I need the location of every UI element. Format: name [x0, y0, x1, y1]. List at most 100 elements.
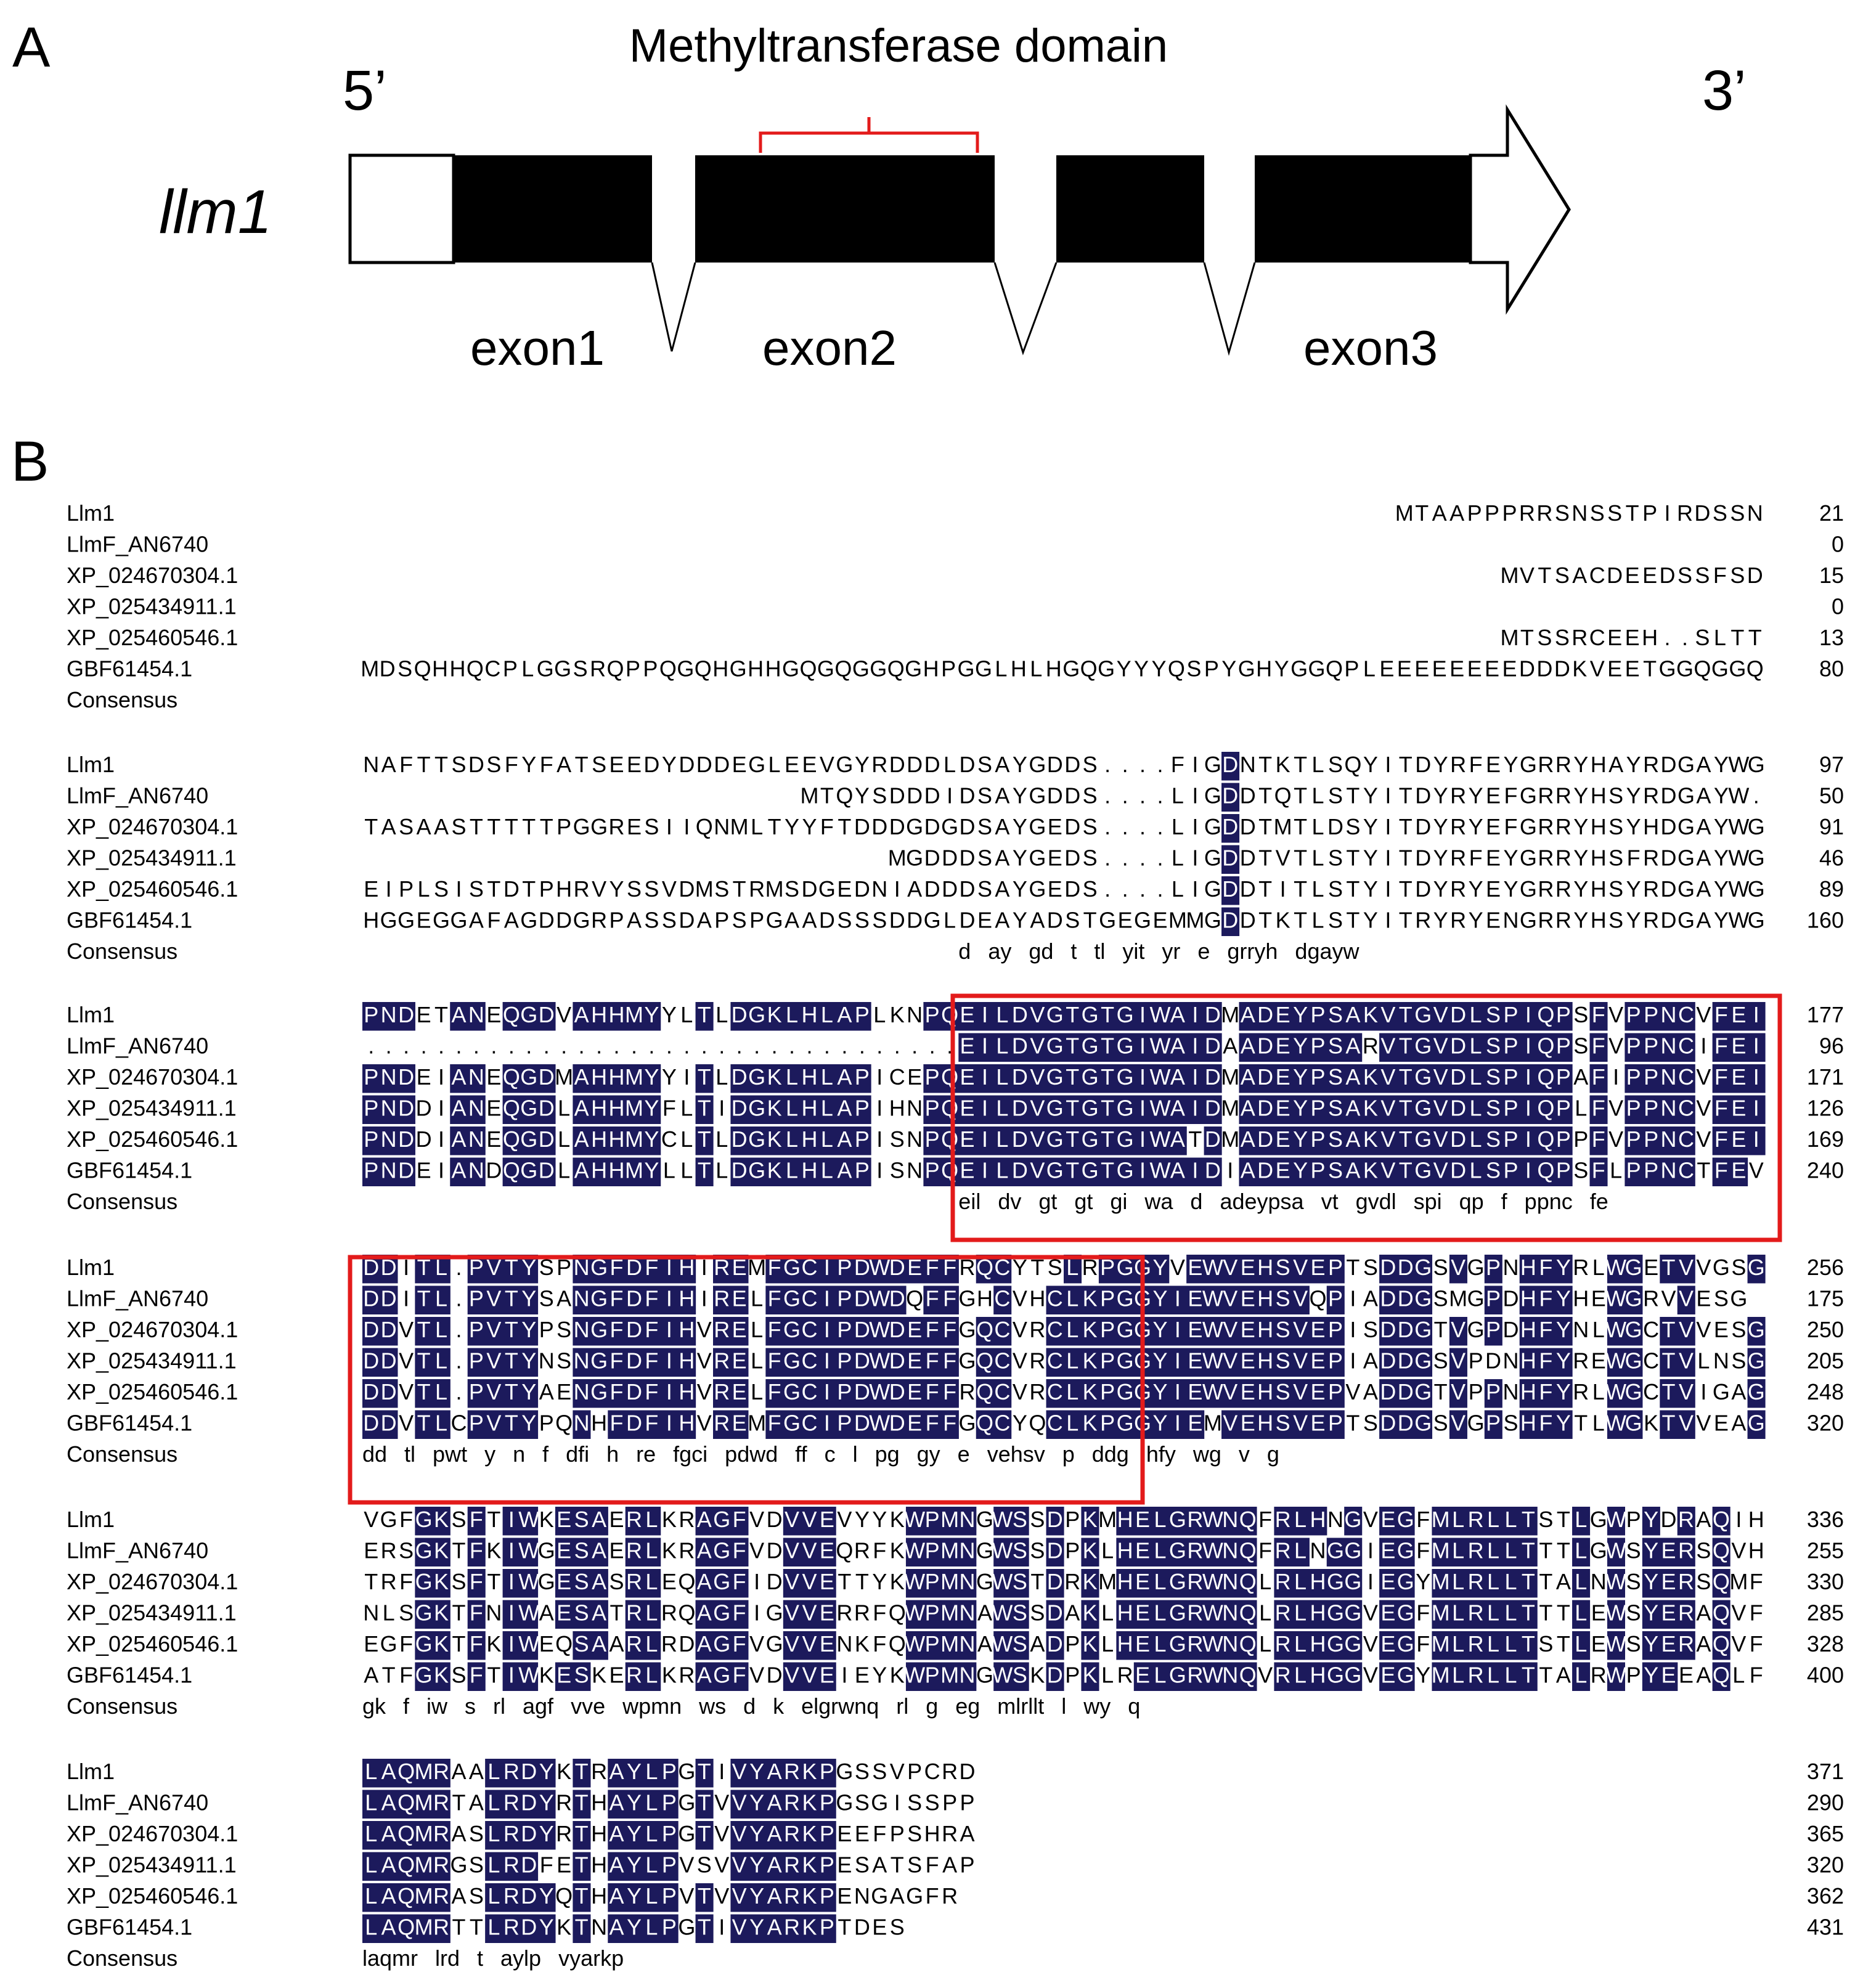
residue-count: 21 — [1819, 500, 1844, 526]
residue-count: 285 — [1807, 1600, 1844, 1626]
sequence-name: LlmF_AN6740 — [67, 1790, 208, 1815]
sequence-name: XP_025460546.1 — [67, 625, 238, 650]
consensus-label: Consensus — [67, 687, 177, 712]
sequence-residues: MT A A P P PRRSNS S T P I RDS SN — [1395, 500, 1763, 526]
exon1-box — [454, 155, 652, 263]
sequence-name: GBF61454.1 — [67, 908, 192, 933]
residue-count: 240 — [1807, 1158, 1844, 1183]
sequence-residues: PNDE I ANEQGDMAHHMY Y I T L DGK L H L A P I CE PQE I L DVG… — [364, 1064, 1759, 1090]
sequence-name: XP_025460546.1 — [67, 1126, 238, 1152]
alignment-block: Llm1 NA F T T SDS F Y F A T S E EDYDDDEG L E E VGYRDDD L DS… — [67, 752, 1844, 964]
sequence-name: XP_024670304.1 — [67, 1064, 238, 1090]
sequence-residues: L AQMR T T L RDY K T NA Y L PGT I V Y ARK P T DE S — [365, 1915, 905, 1940]
sequence-name: LlmF_AN6740 — [67, 1538, 208, 1563]
exon3-label: exon3 — [1303, 320, 1438, 375]
conserved-residue-shade — [1221, 907, 1240, 936]
utr-5-box — [348, 153, 455, 264]
panel-b-label: B — [11, 430, 49, 493]
residue-count: 169 — [1807, 1126, 1844, 1152]
residue-count: 46 — [1819, 845, 1844, 871]
sequence-name: XP_024670304.1 — [67, 1569, 238, 1594]
residue-count: 177 — [1807, 1002, 1844, 1027]
residue-count: 371 — [1807, 1759, 1844, 1784]
sequence-name: GBF61454.1 — [67, 1158, 192, 1183]
residue-count: 0 — [1832, 532, 1844, 557]
sequence-name: LlmF_AN6740 — [67, 783, 208, 809]
sequence-name: XP_025460546.1 — [67, 1631, 238, 1656]
methyltransferase-domain-label: Methyltransferase domain — [629, 20, 1168, 72]
exon2-label: exon2 — [762, 320, 897, 375]
gene-name-label: llm1 — [159, 177, 272, 246]
residue-count: 13 — [1819, 625, 1844, 650]
residue-count: 80 — [1819, 656, 1844, 682]
residue-count: 175 — [1807, 1286, 1844, 1311]
sequence-residues: MTQY SDDD I DS A YGDDS.... L I GDD TQT L S T Y I T DYRY E… — [800, 783, 1759, 809]
residue-count: 96 — [1819, 1033, 1844, 1059]
five-prime-label: 5’ — [343, 59, 387, 122]
residue-count: 50 — [1819, 783, 1844, 809]
residue-count: 328 — [1807, 1631, 1844, 1656]
domain-bracket — [759, 117, 979, 153]
residue-count: 171 — [1807, 1064, 1844, 1090]
sequence-residues: L AQMRA S L RDYQT HA Y L P V T V V Y ARK P ENGAGF R — [365, 1883, 958, 1909]
consensus-label: Consensus — [67, 939, 177, 964]
consensus-sequence: eil dv gt gt gi wa d adeypsa vt gvdl spi… — [958, 1189, 1608, 1214]
sequence-residues: E I P L S I S T D T PHRV Y S S VDMS T RMSDGEDN I ADDDS A YGE… — [364, 876, 1765, 902]
alignment-block: Llm1 MT A A P P PRRSNS S T P I RDS SN 21 LlmF_AN6740 0 X… — [67, 500, 1844, 712]
residue-count: 97 — [1819, 752, 1844, 777]
sequence-name: Llm1 — [67, 1002, 115, 1027]
consensus-sequence: dd tl pwt y n f dfi h re fgci pdwd ff c … — [362, 1441, 1279, 1467]
residue-count: 91 — [1819, 814, 1844, 839]
alignment-block: Llm1 PNDE T ANEQGDV AHHMY Y L T L DGK L H L A P L KNPQE I… — [67, 1002, 1844, 1214]
consensus-label: Consensus — [67, 1945, 177, 1971]
sequence-residues: MGDDDS A YGEDS.... L I GDD T V T L S T Y I T DYR F E YGRRY… — [888, 845, 1765, 871]
consensus-sequence: gk f iw s rl agf vve wpmn ws d k elgrwnq… — [362, 1693, 1140, 1719]
consensus-label: Consensus — [67, 1189, 177, 1214]
sequence-name: XP_025434911.1 — [67, 1348, 237, 1374]
residue-count: 255 — [1807, 1538, 1844, 1563]
intron-3-line — [1203, 262, 1256, 356]
panel-a-label: A — [12, 16, 51, 79]
sequence-residues: MDSQHHQCP L GGSRQP PQGQHGHHGQGQGGQGHPGG L H L H… — [361, 656, 1764, 682]
sequence-name: XP_025434911.1 — [67, 845, 237, 871]
consensus-sequence: d ay gd t tl yit yr e grryh dgayw — [958, 939, 1360, 964]
alignment-block: Llm1 DD I T L. P V T Y S PNGF D F I H I REMFGC I PDWDE F F RQ… — [67, 1255, 1844, 1467]
sequence-residues: HGGEGGA F AGDDGRP A S SDA P S PGA ADS S SDDG L DE A Y AD… — [363, 908, 1765, 933]
sequence-name: GBF61454.1 — [67, 1915, 192, 1940]
sequence-name: GBF61454.1 — [67, 656, 192, 682]
sequence-residues: NA F T T SDS F Y F A T S E EDYDDDEG L E E VGYRDDD L DS A YGD… — [363, 752, 1765, 777]
sequence-name: GBF61454.1 — [67, 1411, 192, 1436]
sequence-residues: T A S A A S T T T T T PGGRE S I I QNML T Y Y F T DDDGDGDS A YGE… — [364, 814, 1765, 839]
sequence-residues: MV T S ACDE EDS S F SD — [1500, 563, 1763, 588]
residue-count: 205 — [1807, 1348, 1844, 1374]
sequence-name: XP_024670304.1 — [67, 563, 238, 588]
sequence-name: LlmF_AN6740 — [67, 1033, 208, 1059]
residue-count: 330 — [1807, 1569, 1844, 1594]
sequence-name: XP_025460546.1 — [67, 1379, 238, 1404]
sequence-residues: L AQMRGS L RD F E T HA Y L P V S V V Y ARK P E S A T S F A P — [365, 1852, 974, 1878]
sequence-name: XP_025434911.1 — [67, 1852, 237, 1878]
alignment-block: Llm1 VGFGK S F T I WK E S A ER L KRAGF VDV V E V Y Y KWPMNG… — [67, 1507, 1844, 1719]
exon-middle-box — [1056, 155, 1204, 263]
residue-count: 160 — [1807, 908, 1844, 933]
three-prime-label: 3’ — [1702, 59, 1747, 122]
sequence-name: XP_024670304.1 — [67, 814, 238, 839]
sequence-name: Llm1 — [67, 1507, 115, 1532]
sequence-residues: L AQMRA S L RDYR T HA Y L PGT V V Y ARK P E E F P SHRA — [365, 1821, 974, 1846]
sequence-name: XP_025434911.1 — [67, 1096, 237, 1121]
intron-2-line — [993, 262, 1058, 356]
consensus-label: Consensus — [67, 1693, 177, 1719]
residue-count: 89 — [1819, 876, 1844, 902]
residue-count: 126 — [1807, 1096, 1844, 1121]
exon2-box — [695, 155, 995, 263]
gene-model — [348, 104, 1571, 356]
residue-count: 431 — [1807, 1915, 1844, 1940]
residue-count: 15 — [1819, 563, 1844, 588]
sequence-name: LlmF_AN6740 — [67, 532, 208, 557]
sequence-name: XP_024670304.1 — [67, 1821, 238, 1846]
residue-count: 320 — [1807, 1411, 1844, 1436]
exon1-label: exon1 — [470, 320, 605, 375]
